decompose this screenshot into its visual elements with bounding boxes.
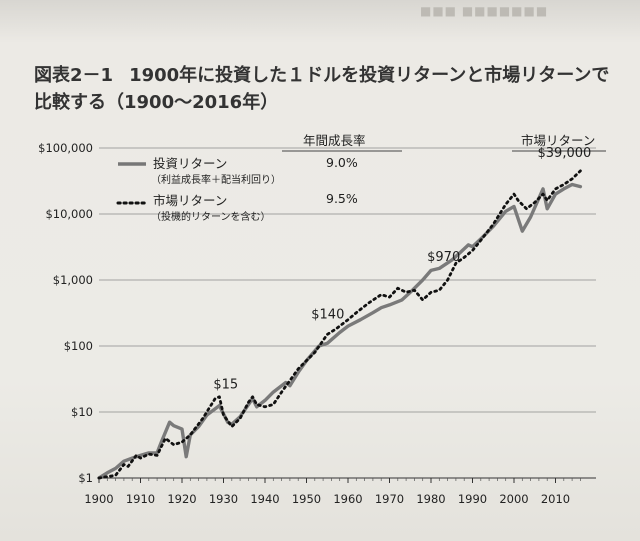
- y-tick-label: $1,000: [53, 273, 93, 287]
- x-tick-label: 1920: [167, 492, 196, 506]
- figure-title-text: 1900年に投資した１ドルを投資リターンと市場リターンで比較する（1900〜20…: [34, 65, 610, 113]
- x-tick-label: 1980: [416, 492, 445, 506]
- y-tick-label: $1: [78, 471, 93, 485]
- x-tick-label: 1970: [375, 492, 404, 506]
- legend-sub-investment: （利益成長率＋配当利回り）: [151, 173, 281, 186]
- y-tick-label: $100: [64, 339, 93, 353]
- figure-label: 図表2－1: [34, 65, 114, 86]
- legend-sub-market: （投機的リターンを含む）: [151, 210, 271, 223]
- y-tick-label: $100,000: [38, 141, 93, 155]
- x-tick-label: 1930: [209, 492, 238, 506]
- annotation-label: $140: [311, 307, 344, 322]
- axes: $1 $10 $100 $1,000 $10,000 $100,000 1900 1910 19…: [38, 141, 596, 506]
- x-tick-label: 1960: [333, 492, 362, 506]
- series-lines: [97, 169, 583, 480]
- running-header: ■■■ ■■■■■■■: [420, 4, 549, 18]
- legend: 投資リターン （利益成長率＋配当利回り） 市場リターン （投機的リターンを含む）…: [116, 133, 606, 223]
- annotation-label: $970: [427, 250, 460, 265]
- x-tick-label: 1950: [292, 492, 321, 506]
- legend-label-investment: 投資リターン: [153, 156, 227, 171]
- x-tick-label: 2010: [541, 492, 570, 506]
- x-tick-label: 1940: [250, 492, 279, 506]
- legend-label-market: 市場リターン: [153, 193, 227, 208]
- gridlines: [99, 147, 596, 413]
- x-tick-label: 2000: [499, 492, 528, 506]
- legend-rate-market: 9.5%: [326, 191, 358, 206]
- header-market-return: 市場リターン: [521, 133, 595, 148]
- legend-rate-investment: 9.0%: [326, 155, 358, 170]
- y-tick-label: $10: [71, 405, 93, 419]
- annotation-label: $15: [213, 377, 238, 392]
- annotations: $15 $140 $970 $39,000: [213, 146, 591, 392]
- annotation-label: $39,000: [538, 146, 592, 161]
- x-tick-label: 1990: [458, 492, 487, 506]
- series-line-market: [97, 169, 582, 480]
- y-tick-label: $10,000: [45, 207, 93, 221]
- x-tick-label: 1910: [126, 492, 155, 506]
- series-line-investment: [97, 182, 583, 480]
- figure-title: 図表2－1 1900年に投資した１ドルを投資リターンと市場リターンで比較する（19…: [34, 62, 624, 116]
- header-annual-growth: 年間成長率: [303, 133, 366, 148]
- x-tick-label: 1900: [84, 492, 113, 506]
